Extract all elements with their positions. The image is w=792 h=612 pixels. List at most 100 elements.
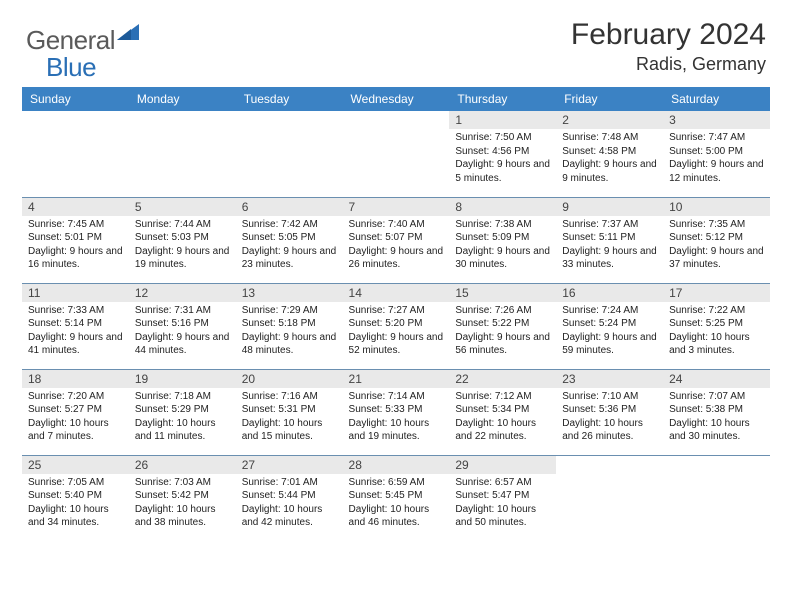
sunrise-line: Sunrise: 7:24 AM [562, 304, 657, 318]
calendar-cell: 0 [343, 111, 450, 197]
title-block: February 2024 Radis, Germany [571, 18, 766, 75]
sunset-line: Sunset: 4:56 PM [455, 145, 550, 159]
day-number: 11 [22, 284, 129, 302]
calendar-cell: 23Sunrise: 7:10 AMSunset: 5:36 PMDayligh… [556, 369, 663, 455]
weekday-header: Monday [129, 87, 236, 111]
day-number: 21 [343, 370, 450, 388]
daylight-line: Daylight: 9 hours and 30 minutes. [455, 245, 550, 272]
sunset-line: Sunset: 5:01 PM [28, 231, 123, 245]
sunset-line: Sunset: 5:34 PM [455, 403, 550, 417]
sunset-line: Sunset: 5:20 PM [349, 317, 444, 331]
calendar-cell: 11 Sunrise: 7:33 AMSunset: 5:14 PMDayligh… [22, 283, 129, 369]
sunset-line: Sunset: 5:45 PM [349, 489, 444, 503]
calendar-cell: 18Sunrise: 7:20 AMSunset: 5:27 PMDayligh… [22, 369, 129, 455]
sunrise-line: Sunrise: 7:12 AM [455, 390, 550, 404]
calendar-cell: 16Sunrise: 7:24 AMSunset: 5:24 PMDayligh… [556, 283, 663, 369]
day-number: 22 [449, 370, 556, 388]
calendar-row: 11Sunrise: 7:33 AMSunset: 5:14 PMDayligh… [22, 283, 770, 369]
daylight-line: Daylight: 9 hours and 37 minutes. [669, 245, 764, 272]
day-number: 5 [129, 198, 236, 216]
sunrise-line: Sunrise: 7:16 AM [242, 390, 337, 404]
sunrise-line: Sunrise: 7:22 AM [669, 304, 764, 318]
daylight-line: Daylight: 10 hours and 19 minutes. [349, 417, 444, 444]
daylight-line: Daylight: 9 hours and 41 minutes. [28, 331, 123, 358]
weekday-header: Thursday [449, 87, 556, 111]
daylight-line: Daylight: 10 hours and 11 minutes. [135, 417, 230, 444]
page-title: February 2024 [571, 18, 766, 52]
daylight-line: Daylight: 10 hours and 42 minutes. [242, 503, 337, 530]
day-number: 9 [556, 198, 663, 216]
daylight-line: Daylight: 9 hours and 48 minutes. [242, 331, 337, 358]
sunset-line: Sunset: 4:58 PM [562, 145, 657, 159]
calendar-cell: 29Sunrise: 6:57 AMSunset: 5:47 PMDayligh… [449, 455, 556, 541]
calendar-cell: 22 Sunrise: 7:12 AMSunset: 5:34 PMDayligh… [449, 369, 556, 455]
sunrise-line: Sunrise: 7:50 AM [455, 131, 550, 145]
weekday-header: Tuesday [236, 87, 343, 111]
sunrise-line: Sunrise: 7:18 AM [135, 390, 230, 404]
sunset-line: Sunset: 5:05 PM [242, 231, 337, 245]
day-number: 12 [129, 284, 236, 302]
sunrise-line: Sunrise: 7:26 AM [455, 304, 550, 318]
sunrise-line: Sunrise: 6:59 AM [349, 476, 444, 490]
calendar-row: 25Sunrise: 7:05 AMSunset: 5:40 PMDayligh… [22, 455, 770, 541]
sunrise-line: Sunrise: 7:38 AM [455, 218, 550, 232]
daylight-line: Daylight: 10 hours and 50 minutes. [455, 503, 550, 530]
calendar-cell: 12Sunrise: 7:31 AMSunset: 5:16 PMDayligh… [129, 283, 236, 369]
calendar-header-row: SundayMondayTuesdayWednesdayThursdayFrid… [22, 87, 770, 111]
calendar-cell: 4Sunrise: 7:45 AMSunset: 5:01 PMDaylight… [22, 197, 129, 283]
calendar-cell: 0 [556, 455, 663, 541]
day-number: 13 [236, 284, 343, 302]
weekday-header: Friday [556, 87, 663, 111]
daylight-line: Daylight: 10 hours and 3 minutes. [669, 331, 764, 358]
daylight-line: Daylight: 10 hours and 38 minutes. [135, 503, 230, 530]
day-number: 8 [449, 198, 556, 216]
calendar-cell: 26Sunrise: 7:03 AMSunset: 5:42 PMDayligh… [129, 455, 236, 541]
sunrise-line: Sunrise: 7:47 AM [669, 131, 764, 145]
calendar-body: 00001Sunrise: 7:50 AMSunset: 4:56 PMDayl… [22, 111, 770, 541]
calendar-cell: 24Sunrise: 7:07 AMSunset: 5:38 PMDayligh… [663, 369, 770, 455]
sunrise-line: Sunrise: 7:42 AM [242, 218, 337, 232]
calendar-cell: 8Sunrise: 7:38 AMSunset: 5:09 PMDaylight… [449, 197, 556, 283]
sunrise-line: Sunrise: 7:44 AM [135, 218, 230, 232]
day-number: 20 [236, 370, 343, 388]
sunset-line: Sunset: 5:38 PM [669, 403, 764, 417]
day-number: 10 [663, 198, 770, 216]
sunset-line: Sunset: 5:44 PM [242, 489, 337, 503]
day-number: 16 [556, 284, 663, 302]
daylight-line: Daylight: 9 hours and 9 minutes. [562, 158, 657, 185]
sunrise-line: Sunrise: 7:14 AM [349, 390, 444, 404]
daylight-line: Daylight: 10 hours and 15 minutes. [242, 417, 337, 444]
sunset-line: Sunset: 5:33 PM [349, 403, 444, 417]
sunrise-line: Sunrise: 7:07 AM [669, 390, 764, 404]
sunrise-line: Sunrise: 7:35 AM [669, 218, 764, 232]
daylight-line: Daylight: 10 hours and 46 minutes. [349, 503, 444, 530]
day-number: 15 [449, 284, 556, 302]
calendar-cell: 0 [129, 111, 236, 197]
calendar-cell: 21 Sunrise: 7:14 AMSunset: 5:33 PMDayligh… [343, 369, 450, 455]
sunset-line: Sunset: 5:36 PM [562, 403, 657, 417]
sunset-line: Sunset: 5:14 PM [28, 317, 123, 331]
calendar-cell: 1Sunrise: 7:50 AMSunset: 4:56 PMDaylight… [449, 111, 556, 197]
weekday-header: Wednesday [343, 87, 450, 111]
day-number: 1 [449, 111, 556, 129]
daylight-line: Daylight: 9 hours and 59 minutes. [562, 331, 657, 358]
calendar-cell: 9Sunrise: 7:37 AMSunset: 5:11 PMDaylight… [556, 197, 663, 283]
day-number: 3 [663, 111, 770, 129]
sunset-line: Sunset: 5:16 PM [135, 317, 230, 331]
sunrise-line: Sunrise: 7:10 AM [562, 390, 657, 404]
daylight-line: Daylight: 10 hours and 22 minutes. [455, 417, 550, 444]
sunrise-line: Sunrise: 7:27 AM [349, 304, 444, 318]
day-number: 17 [663, 284, 770, 302]
logo-text-blue-wrap: Blue [46, 52, 96, 83]
sunrise-line: Sunrise: 7:05 AM [28, 476, 123, 490]
sunset-line: Sunset: 5:18 PM [242, 317, 337, 331]
header: General February 2024 Radis, Germany [0, 0, 792, 83]
calendar-cell: 10Sunrise: 7:35 AMSunset: 5:12 PMDayligh… [663, 197, 770, 283]
calendar-cell: 25Sunrise: 7:05 AMSunset: 5:40 PMDayligh… [22, 455, 129, 541]
sunrise-line: Sunrise: 7:33 AM [28, 304, 123, 318]
daylight-line: Daylight: 9 hours and 23 minutes. [242, 245, 337, 272]
calendar-table: SundayMondayTuesdayWednesdayThursdayFrid… [22, 87, 770, 541]
day-number: 19 [129, 370, 236, 388]
day-number: 26 [129, 456, 236, 474]
sunset-line: Sunset: 5:25 PM [669, 317, 764, 331]
